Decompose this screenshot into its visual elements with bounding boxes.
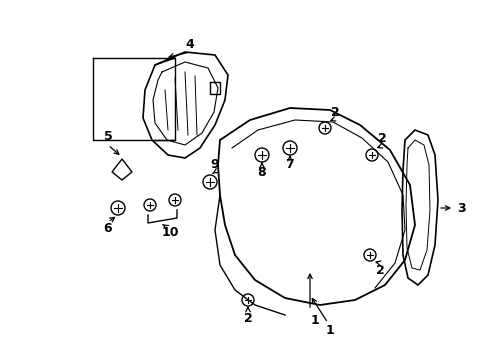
Text: 2: 2 <box>375 264 384 276</box>
Text: 2: 2 <box>243 311 252 324</box>
Text: 1: 1 <box>325 324 334 337</box>
Text: 9: 9 <box>210 158 219 171</box>
Text: 1: 1 <box>310 314 319 327</box>
Text: 6: 6 <box>103 221 112 234</box>
Text: 3: 3 <box>457 202 466 215</box>
Text: 4: 4 <box>185 39 194 51</box>
Text: 7: 7 <box>285 158 294 171</box>
Text: 2: 2 <box>330 105 339 118</box>
Text: 5: 5 <box>103 130 112 144</box>
Text: 8: 8 <box>257 166 266 179</box>
Text: 10: 10 <box>161 225 179 238</box>
Text: 2: 2 <box>377 131 386 144</box>
